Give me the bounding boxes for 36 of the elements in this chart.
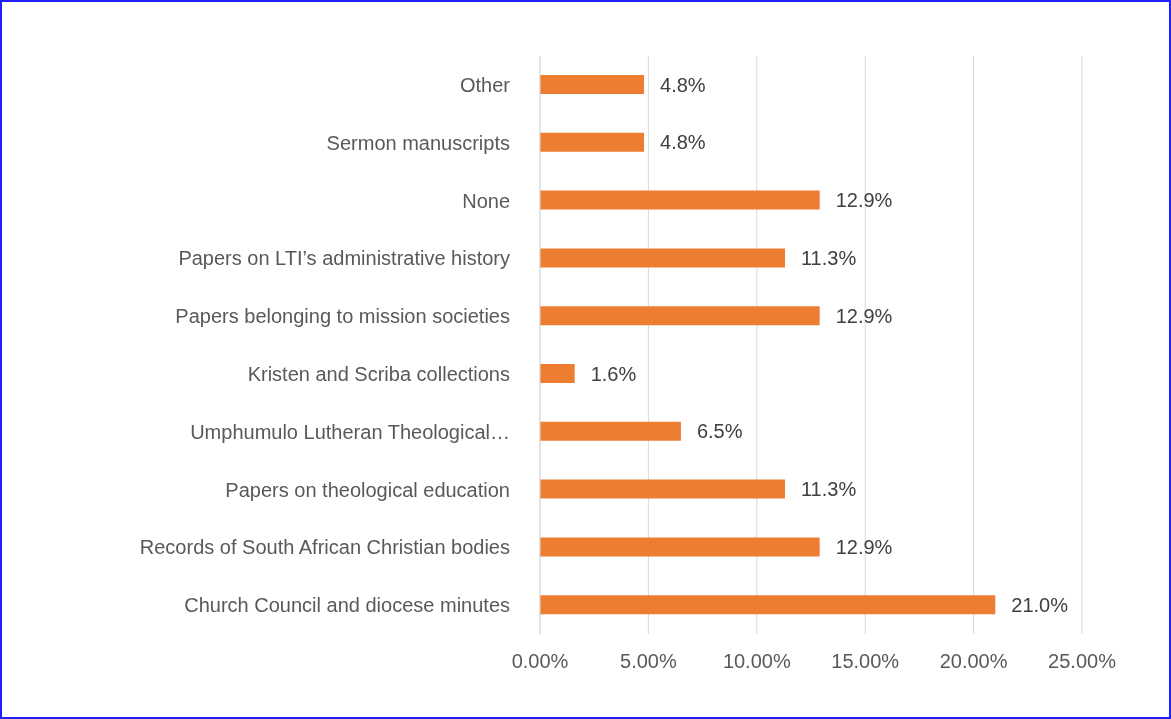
bar bbox=[540, 537, 820, 557]
bar bbox=[540, 132, 645, 152]
data-label: 12.9% bbox=[835, 189, 893, 212]
data-label: 12.9% bbox=[835, 535, 893, 558]
data-label: 4.8% bbox=[660, 131, 706, 154]
y-tick-label: Church Council and diocese minutes bbox=[184, 594, 510, 617]
y-tick-label: Papers on theological education bbox=[225, 478, 510, 501]
y-tick-label: Sermon manuscripts bbox=[326, 131, 510, 154]
data-label: 6.5% bbox=[696, 420, 743, 443]
x-tick-label: 20.00% bbox=[939, 650, 1008, 673]
y-tick-label: Kristen and Scriba collections bbox=[247, 363, 510, 385]
y-tick-label: Papers on LTI’s administrative history bbox=[178, 247, 510, 270]
data-label: 12.9% bbox=[835, 304, 893, 327]
x-tick-label: 5.00% bbox=[620, 650, 677, 673]
y-tick-label: Records of South African Christian bodies bbox=[139, 536, 510, 559]
x-tick-label: 25.00% bbox=[1048, 650, 1117, 673]
x-tick-label: 0.00% bbox=[511, 650, 569, 673]
y-tick-label: None bbox=[462, 189, 510, 212]
x-tick-label: 10.00% bbox=[722, 650, 791, 673]
x-tick-label: 15.00% bbox=[831, 650, 900, 673]
y-tick-label: Papers belonging to mission societies bbox=[175, 305, 510, 328]
bar bbox=[540, 75, 645, 94]
y-tick-label: Other bbox=[459, 74, 511, 96]
bar bbox=[540, 190, 820, 210]
data-label: 1.6% bbox=[590, 362, 637, 385]
bar bbox=[540, 479, 785, 499]
bar bbox=[540, 364, 575, 383]
data-label: 21.0% bbox=[1011, 593, 1069, 616]
y-tick-label: Umphumulo Lutheran Theological… bbox=[190, 420, 510, 443]
data-label: 11.3% bbox=[800, 246, 857, 269]
data-label: 11.3% bbox=[800, 478, 857, 501]
data-label: 4.8% bbox=[660, 73, 706, 96]
bar bbox=[540, 306, 820, 326]
bar bbox=[540, 248, 785, 268]
bar bbox=[540, 421, 681, 441]
bar bbox=[540, 595, 996, 615]
